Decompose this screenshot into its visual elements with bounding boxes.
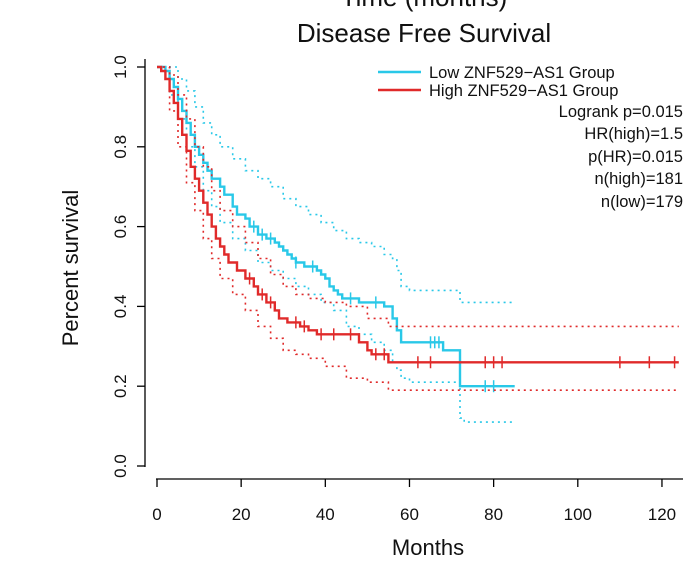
y-ticks: 0.0 0.2 0.4 0.6 0.8 1.0 <box>111 55 145 478</box>
stat-hr: HR(high)=1.5 <box>584 125 683 143</box>
clipped-top-title: Time (months) <box>341 0 508 12</box>
ci-upper-high <box>157 66 679 328</box>
series-high <box>157 65 679 391</box>
legend: Low ZNF529−AS1 Group High ZNF529−AS1 Gro… <box>378 64 618 100</box>
x-tick-label: 100 <box>564 505 592 524</box>
ci-upper-low <box>157 66 515 304</box>
chart-title: Disease Free Survival <box>297 18 551 48</box>
x-tick-label: 80 <box>484 505 503 524</box>
x-tick-label: 0 <box>152 505 161 524</box>
x-tick-label: 20 <box>232 505 251 524</box>
stat-logrank-p: Logrank p=0.015 <box>559 103 683 121</box>
x-ticks: 0 20 40 60 80 100 120 <box>152 479 676 524</box>
ci-lower-low <box>157 66 515 423</box>
y-tick-label: 0.4 <box>111 295 130 319</box>
y-tick-label: 0.2 <box>111 374 130 398</box>
x-axis-label: Months <box>392 535 464 560</box>
stat-p-hr: p(HR)=0.015 <box>588 148 683 166</box>
legend-label-high: High ZNF529−AS1 Group <box>429 82 618 100</box>
survival-curve-high <box>157 65 679 364</box>
series-layer <box>157 65 679 423</box>
series-low <box>157 65 515 423</box>
stat-n-high: n(high)=181 <box>594 170 683 188</box>
y-tick-label: 0.0 <box>111 454 130 478</box>
x-tick-label: 120 <box>648 505 676 524</box>
x-tick-label: 60 <box>400 505 419 524</box>
y-tick-label: 0.8 <box>111 135 130 159</box>
x-tick-label: 40 <box>316 505 335 524</box>
y-tick-label: 1.0 <box>111 55 130 79</box>
legend-label-low: Low ZNF529−AS1 Group <box>429 64 615 82</box>
y-axis-label: Percent survival <box>58 190 83 347</box>
y-tick-label: 0.6 <box>111 215 130 239</box>
stats-block: Logrank p=0.015 HR(high)=1.5 p(HR)=0.015… <box>559 103 683 211</box>
survival-curve-low <box>157 65 515 388</box>
stat-n-low: n(low)=179 <box>601 193 683 211</box>
